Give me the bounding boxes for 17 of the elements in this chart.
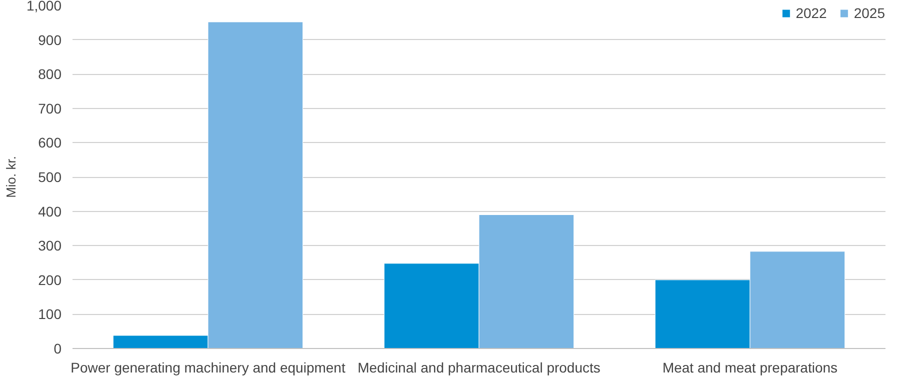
- legend-label: 2025: [854, 5, 885, 21]
- y-tick-label: 400: [38, 203, 62, 220]
- legend-label: 2022: [796, 5, 827, 21]
- y-tick-label: 700: [38, 100, 62, 116]
- y-tick-label: 200: [38, 272, 62, 288]
- y-tick-label: 900: [38, 32, 62, 48]
- y-tick-label: 600: [38, 134, 62, 151]
- x-tick-label: Meat and meat preparations: [662, 360, 838, 376]
- y-tick-label: 0: [54, 340, 62, 356]
- y-tick-label: 800: [38, 66, 62, 82]
- x-tick-label: Medicinal and pharmaceutical products: [358, 360, 600, 376]
- x-tick-label: Power generating machinery and equipment: [70, 360, 346, 376]
- y-tick-label: 1,000: [26, 0, 62, 14]
- y-tick-label: 300: [38, 238, 62, 254]
- y-tick-label: 500: [38, 169, 62, 185]
- y-tick-label: 100: [38, 306, 62, 322]
- y-axis-title: Mio. kr.: [3, 156, 18, 198]
